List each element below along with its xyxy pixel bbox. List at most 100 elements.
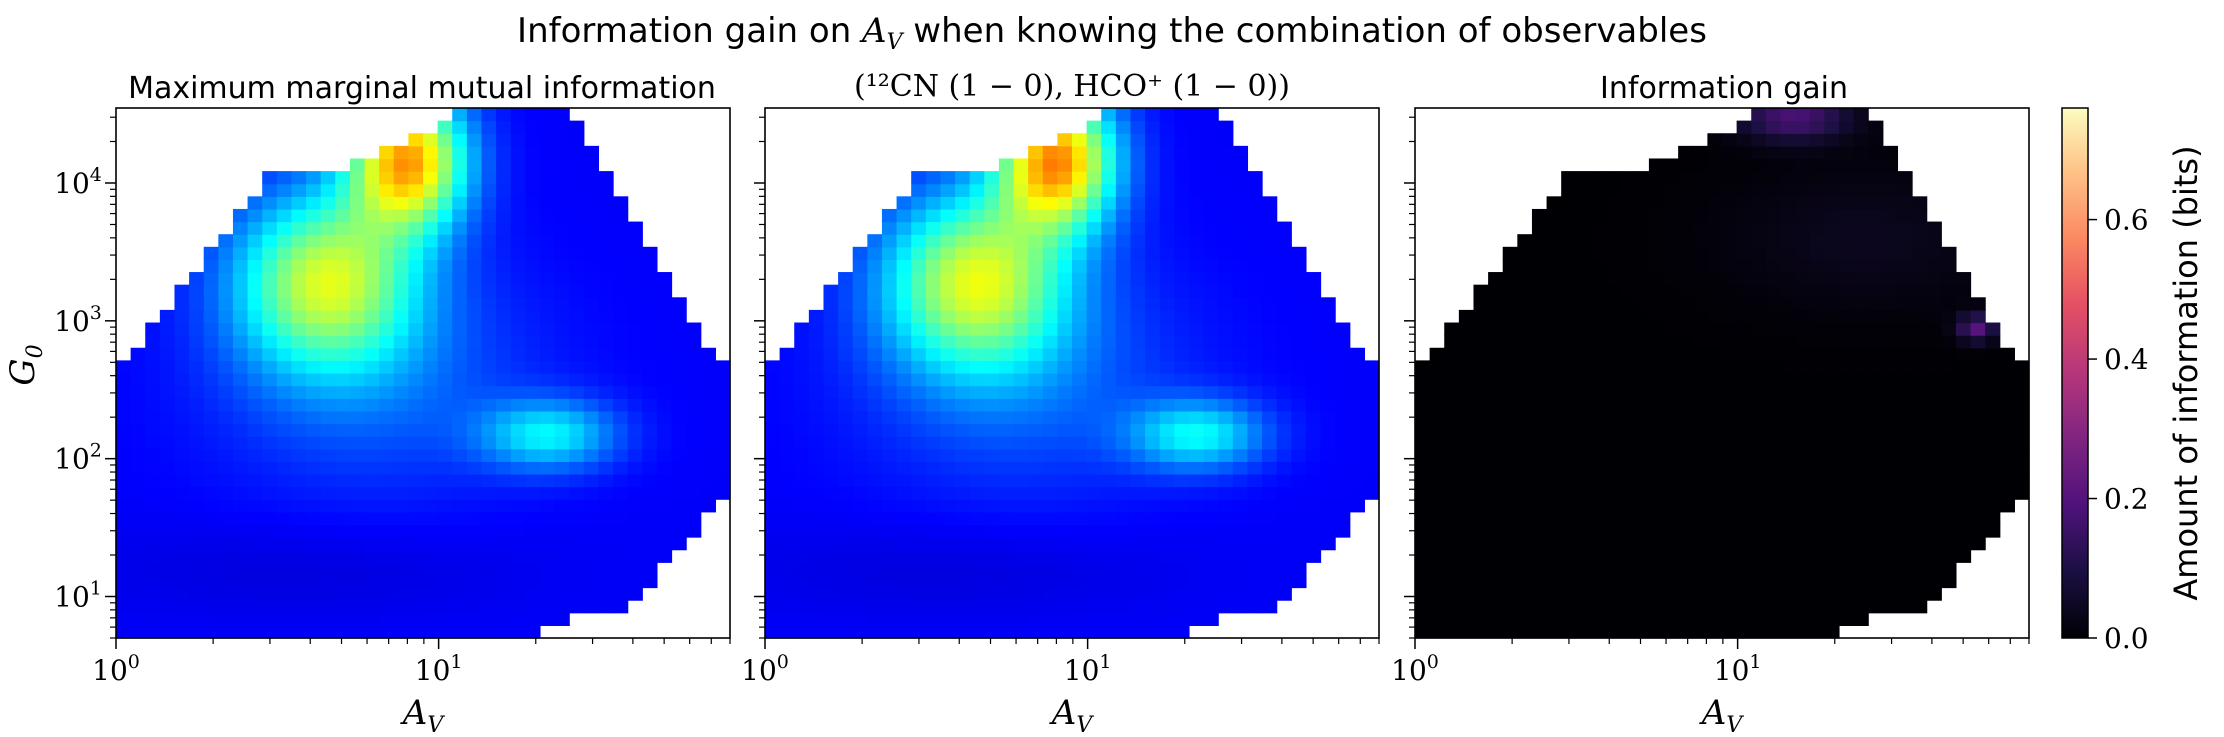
heatmap-cell — [1444, 524, 1460, 538]
heatmap-cell — [554, 234, 570, 248]
heatmap-cell — [554, 120, 570, 134]
heatmap-cell — [349, 171, 366, 185]
heatmap-cell — [1262, 549, 1278, 563]
heatmap-cell — [320, 511, 336, 526]
heatmap-cell — [510, 360, 526, 374]
heatmap-cell — [1765, 562, 1782, 576]
heatmap-cell — [613, 208, 629, 223]
heatmap-cell — [867, 297, 883, 311]
heatmap-cell — [1765, 196, 1782, 210]
heatmap-cell — [598, 549, 614, 563]
heatmap-cell — [1042, 284, 1058, 298]
heatmap-cell — [1780, 499, 1796, 513]
heatmap-cell — [1795, 373, 1811, 387]
heatmap-cell — [1751, 448, 1767, 462]
heatmap-cell — [925, 322, 942, 336]
heatmap-cell — [969, 587, 985, 601]
heatmap-cell — [940, 436, 956, 450]
heatmap-cell — [1218, 183, 1234, 197]
heatmap-cell — [925, 272, 942, 286]
heatmap-cell — [1502, 448, 1518, 462]
heatmap-cell — [955, 322, 971, 336]
heatmap-cell — [1057, 335, 1073, 349]
heatmap-cell — [569, 284, 585, 298]
heatmap-cell — [1232, 373, 1249, 387]
heatmap-cell — [1619, 360, 1635, 374]
heatmap-cell — [1517, 373, 1533, 387]
heatmap-cell — [481, 171, 497, 185]
heatmap-cell — [955, 473, 971, 488]
heatmap-cell — [642, 335, 658, 349]
heatmap-cell — [896, 448, 912, 462]
heatmap-cell — [159, 347, 176, 361]
heatmap-cell — [1765, 574, 1782, 589]
heatmap-cell — [1882, 562, 1899, 576]
heatmap-cell — [189, 385, 205, 399]
heatmap-cell — [896, 272, 912, 286]
heatmap-cell — [1159, 208, 1175, 223]
heatmap-cell — [838, 284, 854, 298]
heatmap-cell — [554, 524, 570, 538]
heatmap-cell — [1795, 537, 1811, 551]
heatmap-cell — [539, 499, 556, 513]
heatmap-cell — [408, 208, 424, 223]
heatmap-cell — [1941, 574, 1957, 589]
heatmap-cell — [539, 398, 556, 412]
heatmap-cell — [1188, 423, 1205, 437]
heatmap-cell — [1203, 196, 1219, 210]
heatmap-cell — [1145, 562, 1161, 576]
heatmap-cell — [510, 410, 526, 425]
heatmap-cell — [1502, 398, 1518, 412]
heatmap-cell — [335, 486, 351, 500]
heatmap-cell — [911, 385, 927, 399]
heatmap-cell — [1736, 423, 1752, 437]
heatmap-cell — [1692, 461, 1708, 475]
heatmap-cell — [320, 423, 336, 437]
heatmap-cell — [1473, 486, 1489, 500]
heatmap-cell — [881, 309, 898, 324]
heatmap-cell — [1561, 322, 1577, 336]
heatmap-cell — [1115, 461, 1132, 475]
heatmap-cell — [1561, 221, 1577, 235]
heatmap-cell — [1780, 537, 1796, 551]
heatmap-cell — [335, 297, 351, 311]
heatmap-cell — [232, 537, 249, 551]
heatmap-cell — [306, 473, 322, 488]
heatmap-cell — [554, 461, 570, 475]
heatmap-cell — [437, 158, 453, 172]
heatmap-cell — [159, 385, 176, 399]
heatmap-cell — [1247, 473, 1263, 488]
heatmap-cell — [1174, 524, 1190, 538]
heatmap-cell — [1941, 549, 1957, 563]
heatmap-cell — [1072, 284, 1088, 298]
heatmap-cell — [569, 587, 585, 601]
heatmap-cell — [1985, 473, 2001, 488]
heatmap-cell — [1634, 537, 1650, 551]
heatmap-cell — [1042, 600, 1058, 614]
heatmap-cell — [393, 145, 409, 160]
heatmap-cell — [1086, 120, 1102, 134]
heatmap-cell — [1955, 486, 1972, 500]
heatmap-cell — [1634, 335, 1650, 349]
heatmap-cell — [539, 309, 556, 324]
heatmap-cell — [1028, 549, 1044, 563]
heatmap-cell — [1028, 171, 1044, 185]
heatmap-cell — [1809, 309, 1825, 324]
heatmap-cell — [539, 473, 556, 488]
heatmap-cell — [203, 322, 219, 336]
heatmap-cell — [452, 133, 468, 147]
heatmap-cell — [765, 461, 781, 475]
heatmap-cell — [1853, 612, 1869, 626]
heatmap-cell — [379, 486, 395, 500]
heatmap-cell — [379, 600, 395, 614]
heatmap-cell — [656, 309, 673, 324]
heatmap-cell — [452, 297, 468, 311]
heatmap-cell — [1707, 486, 1723, 500]
heatmap-cell — [686, 335, 702, 349]
heatmap-cell — [554, 537, 570, 551]
heatmap-cell — [1502, 511, 1518, 526]
heatmap-cell — [1692, 410, 1708, 425]
heatmap-cell — [1955, 284, 1972, 298]
heatmap-cell — [1926, 410, 1942, 425]
heatmap-cell — [1546, 196, 1562, 210]
